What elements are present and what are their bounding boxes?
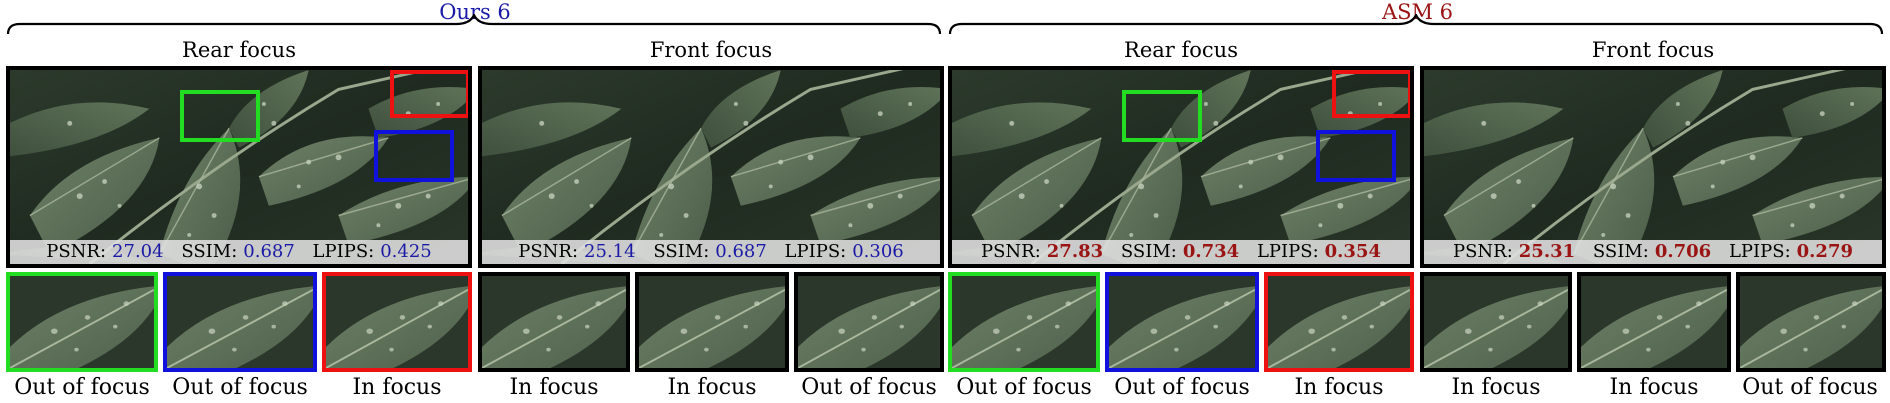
metrics-bar: PSNR: 25.31 SSIM: 0.706 LPIPS: 0.279 [1424, 240, 1882, 264]
crop-image-green [948, 272, 1100, 372]
psnr-value: 27.04 [112, 241, 164, 262]
crop-image-red [322, 272, 472, 372]
panel-title: Front focus [649, 38, 773, 62]
crop-caption: In focus [1451, 375, 1541, 400]
crop-caption: In focus [667, 375, 757, 400]
crop-image [1420, 272, 1572, 372]
crop-image-red [1264, 272, 1414, 372]
crop-caption: Out of focus [956, 375, 1092, 400]
group-brace-ours [6, 14, 942, 35]
crop-caption: Out of focus [172, 375, 308, 400]
main-image: PSNR: 25.31 SSIM: 0.706 LPIPS: 0.279 [1420, 66, 1886, 268]
ssim-label: SSIM: [1120, 241, 1177, 262]
crop-caption: In focus [1609, 375, 1699, 400]
crop-caption: In focus [509, 375, 599, 400]
crop-image-green [6, 272, 158, 372]
highlight-box-red [390, 70, 468, 118]
psnr-value: 25.14 [584, 241, 636, 262]
ssim-label: SSIM: [653, 241, 710, 262]
crop-caption: Out of focus [14, 375, 150, 400]
lpips-label: LPIPS: [1256, 241, 1319, 262]
lpips-value: 0.425 [380, 241, 432, 262]
panel-title: Front focus [1591, 38, 1715, 62]
lpips-value: 0.306 [852, 241, 904, 262]
main-image: PSNR: 27.04 SSIM: 0.687 LPIPS: 0.425 [6, 66, 472, 268]
psnr-value: 25.31 [1518, 241, 1576, 262]
highlight-box-blue [374, 130, 454, 182]
lpips-label: LPIPS: [1728, 241, 1791, 262]
crop-caption: In focus [1294, 375, 1384, 400]
crop-image-blue [163, 272, 317, 372]
group-brace-asm [948, 14, 1884, 35]
crop-image [635, 272, 789, 372]
lpips-value: 0.279 [1796, 241, 1854, 262]
main-image: PSNR: 27.83 SSIM: 0.734 LPIPS: 0.354 [948, 66, 1414, 268]
lpips-label: LPIPS: [312, 241, 375, 262]
crop-image [1577, 272, 1731, 372]
crop-image-blue [1105, 272, 1259, 372]
ssim-label: SSIM: [1592, 241, 1649, 262]
metrics-bar: PSNR: 25.14 SSIM: 0.687 LPIPS: 0.306 [482, 240, 940, 264]
panel-title: Rear focus [1124, 38, 1238, 62]
metrics-bar: PSNR: 27.83 SSIM: 0.734 LPIPS: 0.354 [952, 240, 1410, 264]
crop-caption: Out of focus [1742, 375, 1878, 400]
crop-image [794, 272, 944, 372]
highlight-box-green [1122, 90, 1202, 142]
psnr-value: 27.83 [1046, 241, 1104, 262]
psnr-label: PSNR: [46, 241, 107, 262]
crop-image [1736, 272, 1886, 372]
highlight-box-blue [1316, 130, 1396, 182]
crop-caption: Out of focus [801, 375, 937, 400]
crop-image [478, 272, 630, 372]
group-title-asm: ASM 6 [1381, 0, 1454, 24]
group-title-ours: Ours 6 [439, 0, 511, 24]
psnr-label: PSNR: [1452, 241, 1513, 262]
crop-caption: Out of focus [1114, 375, 1250, 400]
metrics-bar: PSNR: 27.04 SSIM: 0.687 LPIPS: 0.425 [10, 240, 468, 264]
panel-title: Rear focus [182, 38, 296, 62]
ssim-value: 0.687 [243, 241, 295, 262]
crop-caption: In focus [352, 375, 442, 400]
ssim-value: 0.706 [1654, 241, 1712, 262]
ssim-value: 0.734 [1182, 241, 1240, 262]
highlight-box-green [180, 90, 260, 142]
main-image: PSNR: 25.14 SSIM: 0.687 LPIPS: 0.306 [478, 66, 944, 268]
ssim-value: 0.687 [715, 241, 767, 262]
lpips-label: LPIPS: [784, 241, 847, 262]
psnr-label: PSNR: [518, 241, 579, 262]
ssim-label: SSIM: [181, 241, 238, 262]
psnr-label: PSNR: [980, 241, 1041, 262]
highlight-box-red [1332, 70, 1410, 118]
lpips-value: 0.354 [1324, 241, 1382, 262]
